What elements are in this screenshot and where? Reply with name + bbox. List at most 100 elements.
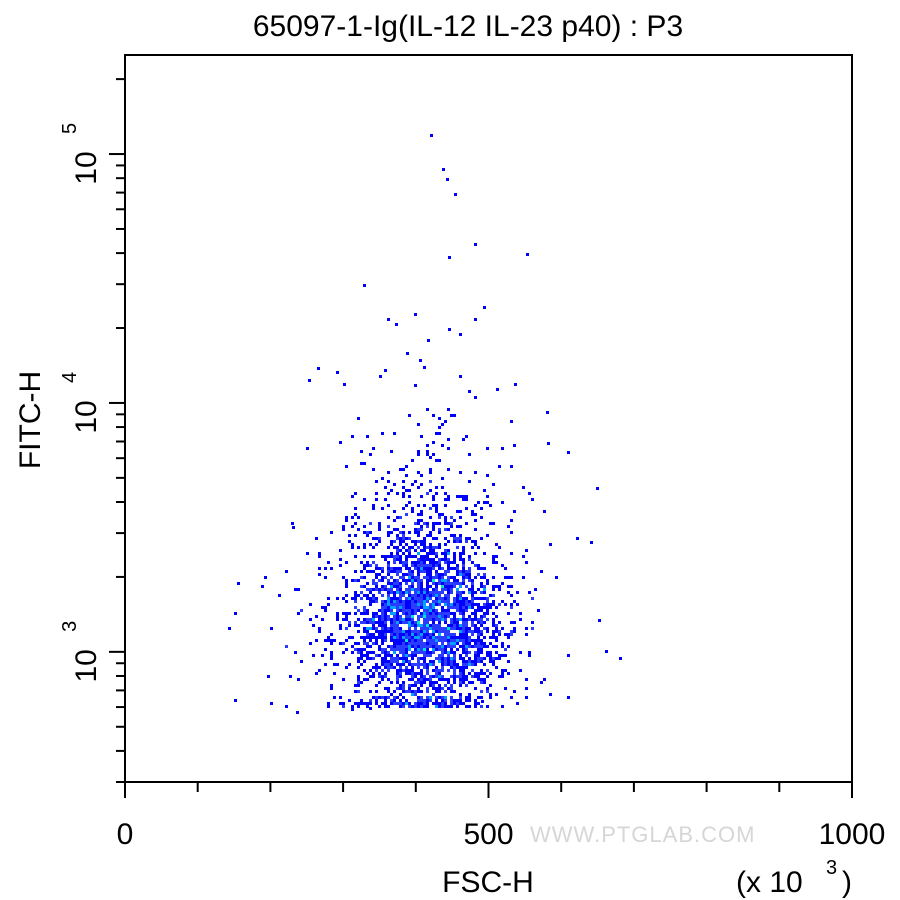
event-point (471, 663, 474, 666)
event-point (435, 699, 438, 702)
event-point (375, 654, 378, 657)
event-point (405, 615, 408, 618)
event-point (402, 486, 405, 489)
event-point (393, 540, 396, 543)
event-point (408, 627, 411, 630)
event-point (426, 555, 429, 558)
event-point (453, 681, 456, 684)
event-point (441, 597, 444, 600)
event-point (363, 567, 366, 570)
event-point (483, 603, 486, 606)
event-point (318, 669, 321, 672)
event-point (408, 537, 411, 540)
event-point (432, 561, 435, 564)
event-point (402, 669, 405, 672)
event-point (369, 633, 372, 636)
event-point (363, 654, 366, 657)
event-point (481, 700, 484, 703)
event-point (420, 549, 423, 552)
event-point (459, 672, 462, 675)
event-point (492, 624, 495, 627)
x-tick-label: 1000 (819, 818, 886, 851)
event-point (432, 414, 435, 417)
event-point (444, 684, 447, 687)
event-point (384, 696, 387, 699)
event-point (321, 606, 324, 609)
event-point (366, 594, 369, 597)
event-point (429, 597, 432, 600)
event-point (450, 651, 453, 654)
event-point (363, 636, 366, 639)
event-point (423, 675, 426, 678)
event-point (354, 612, 357, 615)
event-point (402, 492, 405, 495)
event-point (396, 534, 399, 537)
event-point (390, 666, 393, 669)
event-point (393, 603, 396, 606)
event-point (411, 585, 414, 588)
event-point (366, 588, 369, 591)
event-point (396, 645, 399, 648)
event-point (423, 681, 426, 684)
event-point (483, 657, 486, 660)
event-point (342, 612, 345, 615)
event-point (345, 582, 348, 585)
event-point (501, 675, 504, 678)
event-point (330, 567, 333, 570)
event-point (435, 594, 438, 597)
event-point (498, 657, 501, 660)
event-point (516, 702, 519, 705)
event-point (483, 681, 486, 684)
event-point (387, 627, 390, 630)
event-point (498, 621, 501, 624)
event-point (372, 588, 375, 591)
x-axis-ticks: 0 500 1000 (117, 782, 886, 851)
event-point (348, 612, 351, 615)
event-point (405, 597, 408, 600)
event-point (516, 603, 519, 606)
event-point (354, 600, 357, 603)
event-point (405, 654, 408, 657)
event-point (477, 597, 480, 600)
event-point (429, 636, 432, 639)
event-point (414, 633, 417, 636)
event-point (435, 573, 438, 576)
event-point (474, 615, 477, 618)
event-point (444, 690, 447, 693)
event-point (426, 576, 429, 579)
event-point (489, 693, 492, 696)
event-point (390, 624, 393, 627)
event-point (387, 555, 390, 558)
event-point (507, 591, 510, 594)
event-point (408, 618, 411, 621)
event-point (399, 669, 402, 672)
event-point (372, 696, 375, 699)
event-point (441, 579, 444, 582)
event-point (435, 504, 438, 507)
event-point (438, 603, 441, 606)
event-point (345, 627, 348, 630)
event-point (456, 705, 459, 708)
event-point (345, 618, 348, 621)
event-point (444, 621, 447, 624)
event-point (435, 591, 438, 594)
event-point (471, 540, 474, 543)
event-point (351, 516, 354, 519)
event-point (318, 552, 321, 555)
event-point (438, 543, 441, 546)
event-point (453, 603, 456, 606)
event-point (408, 684, 411, 687)
event-point (411, 582, 414, 585)
event-point (420, 678, 423, 681)
event-point (309, 603, 312, 606)
event-point (429, 480, 432, 483)
event-point (330, 657, 333, 660)
event-point (438, 567, 441, 570)
event-point (381, 642, 384, 645)
event-point (456, 621, 459, 624)
event-point (405, 621, 408, 624)
event-point (363, 564, 366, 567)
y-axis-label: FITC-H (14, 371, 47, 469)
event-point (417, 453, 420, 456)
event-point (363, 702, 366, 705)
